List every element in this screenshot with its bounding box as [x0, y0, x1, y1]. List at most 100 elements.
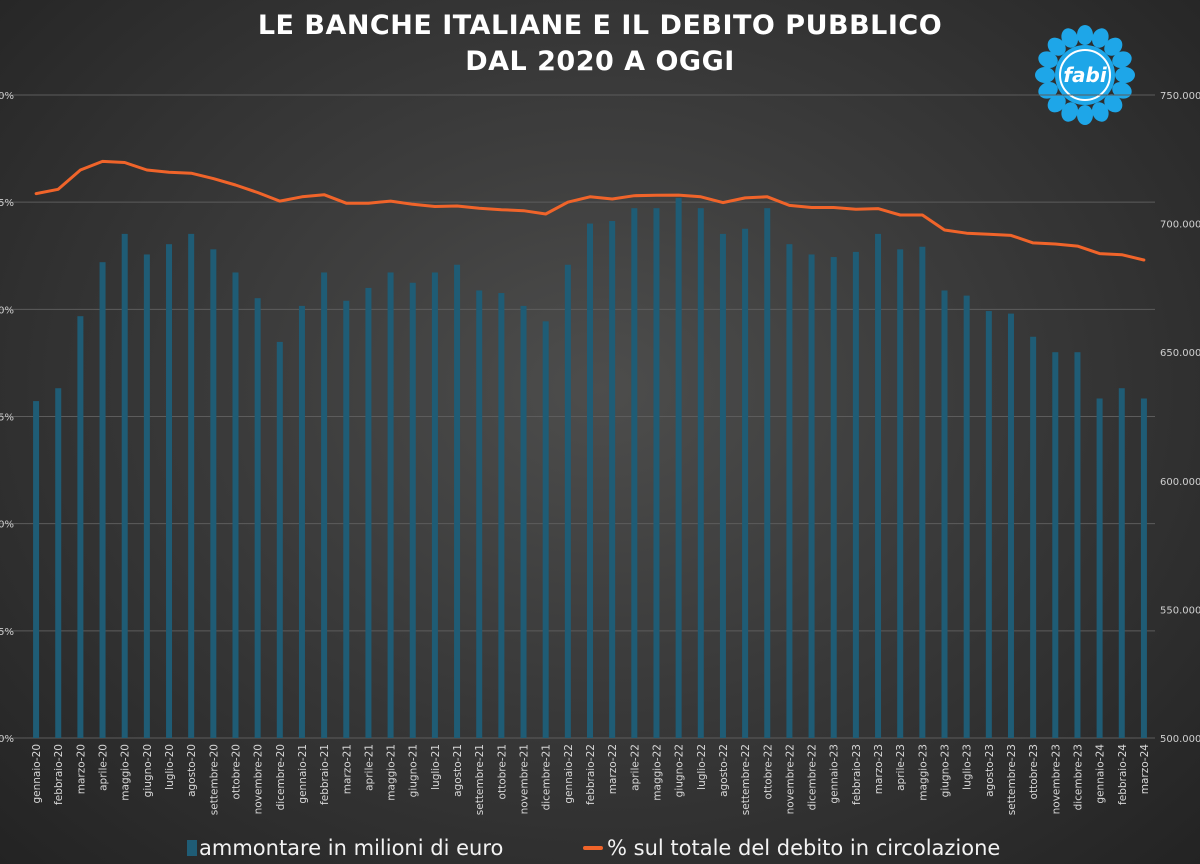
bar: [852, 251, 859, 738]
bar: [1140, 398, 1147, 738]
bar: [476, 290, 483, 738]
left-axis-ticks: 0% 5% 10% 15% 20% 25% 30%: [0, 91, 14, 745]
logo-petal: [1104, 37, 1123, 56]
x-axis-tick-label: luglio-20: [164, 744, 176, 790]
bar: [365, 287, 372, 738]
logo-petal: [1061, 102, 1079, 122]
x-axis-tick-label: giugno-23: [940, 744, 952, 797]
bar: [1118, 388, 1125, 738]
right-axis-tick-label: 550.000: [1160, 605, 1200, 616]
legend-line-swatch: [583, 846, 603, 850]
x-axis-tick-label: luglio-21: [430, 744, 442, 790]
bar: [33, 401, 40, 738]
chart-area: 0% 5% 10% 15% 20% 25% 30% 500.000 550.000 600.00…: [0, 91, 1200, 816]
x-axis-tick-label: marzo-21: [341, 744, 353, 794]
logo-petal: [1047, 37, 1066, 56]
bar-series: [33, 197, 1147, 739]
bar: [675, 197, 682, 738]
x-axis-tick-label: ottobre-23: [1028, 744, 1040, 799]
left-axis-tick-label: 10%: [0, 520, 14, 531]
x-axis-tick-label: maggio-22: [651, 744, 663, 801]
logo-petal: [1115, 67, 1135, 83]
bar: [498, 293, 505, 738]
legend-line-label: % sul totale del debito in circolazione: [607, 836, 1001, 860]
x-axis-tick-label: marzo-23: [873, 744, 885, 794]
bar: [166, 244, 173, 738]
bar: [143, 254, 150, 739]
bar: [387, 272, 394, 738]
x-axis-tick-label: settembre-20: [208, 744, 220, 815]
bar: [276, 341, 283, 738]
logo-petal: [1091, 28, 1109, 48]
bar: [963, 295, 970, 738]
x-axis-tick-label: dicembre-22: [807, 744, 819, 810]
x-axis-tick-label: ottobre-22: [762, 744, 774, 799]
bar: [1052, 352, 1059, 738]
x-axis-tick-label: febbraio-22: [585, 744, 597, 805]
bar: [431, 272, 438, 738]
bar: [764, 208, 771, 739]
legend-item-line: % sul totale del debito in circolazione: [583, 836, 1000, 860]
bar: [609, 221, 616, 738]
bar: [697, 208, 704, 739]
x-axis-tick-label: agosto-22: [718, 744, 730, 797]
x-axis-tick-label: gennaio-20: [31, 744, 43, 804]
right-axis-tick-label: 750.000: [1160, 91, 1200, 102]
bar: [542, 321, 549, 738]
bar: [343, 300, 350, 738]
x-axis-tick-label: febbraio-23: [851, 744, 863, 805]
x-axis-tick-label: ottobre-20: [230, 744, 242, 799]
x-axis-tick-label: dicembre-23: [1072, 744, 1084, 810]
x-axis-tick-label: giugno-20: [142, 744, 154, 797]
bar: [875, 233, 882, 738]
x-axis-tick-label: aprile-22: [629, 744, 641, 791]
bar: [77, 316, 84, 738]
bar: [55, 388, 62, 738]
x-axis-tick-label: marzo-24: [1139, 744, 1151, 795]
x-axis-labels: gennaio-20 febbraio-20 marzo-20 aprile-20 ma…: [31, 744, 1151, 816]
x-axis-tick-label: aprile-21: [363, 744, 375, 791]
logo-petal: [1061, 28, 1079, 48]
right-axis-ticks: 500.000 550.000 600.000 650.000 700.000 750.0…: [1160, 91, 1200, 745]
x-axis-tick-label: luglio-23: [962, 744, 974, 790]
logo-petal: [1104, 94, 1123, 113]
bar: [520, 305, 527, 738]
bar: [321, 272, 328, 738]
bar: [742, 228, 749, 738]
flower-petals-icon: [1035, 25, 1135, 125]
x-axis-tick-label: settembre-21: [474, 744, 486, 815]
x-axis-tick-label: novembre-20: [253, 744, 265, 814]
bar: [121, 233, 128, 738]
bar: [1030, 336, 1037, 738]
fabi-logo: fabi: [1035, 25, 1135, 125]
left-axis-tick-label: 25%: [0, 198, 14, 209]
bar: [919, 246, 926, 739]
bar: [564, 264, 571, 738]
chart-title: LE BANCHE ITALIANE E IL DEBITO PUBBLICO …: [0, 8, 1200, 80]
x-axis-tick-label: settembre-23: [1006, 744, 1018, 815]
x-axis-tick-label: marzo-20: [75, 744, 87, 794]
logo-petal: [1047, 94, 1066, 113]
x-axis-tick-label: maggio-20: [120, 744, 132, 801]
title-line-1: LE BANCHE ITALIANE E IL DEBITO PUBBLICO: [257, 10, 943, 41]
legend-bars-label: ammontare in milioni di euro: [199, 836, 504, 860]
right-axis-tick-label: 500.000: [1160, 734, 1200, 745]
logo-petal: [1038, 51, 1058, 69]
x-axis-tick-label: maggio-21: [386, 744, 398, 801]
x-axis-tick-label: gennaio-22: [563, 744, 575, 804]
logo-center: [1055, 45, 1115, 105]
x-axis-tick-label: aprile-20: [98, 744, 110, 791]
bar: [587, 223, 593, 739]
left-axis-tick-label: 5%: [0, 627, 14, 638]
bar: [254, 298, 261, 738]
x-axis-tick-label: giugno-22: [674, 744, 686, 797]
bar: [409, 282, 416, 738]
x-axis-tick-label: dicembre-20: [275, 744, 287, 810]
bar: [985, 311, 992, 738]
bar: [210, 249, 217, 738]
legend: ammontare in milioni di euro % sul total…: [0, 834, 1200, 864]
bar: [897, 249, 904, 738]
logo-petal: [1077, 25, 1093, 45]
gridlines: [0, 94, 1155, 739]
logo-petal: [1112, 51, 1132, 69]
